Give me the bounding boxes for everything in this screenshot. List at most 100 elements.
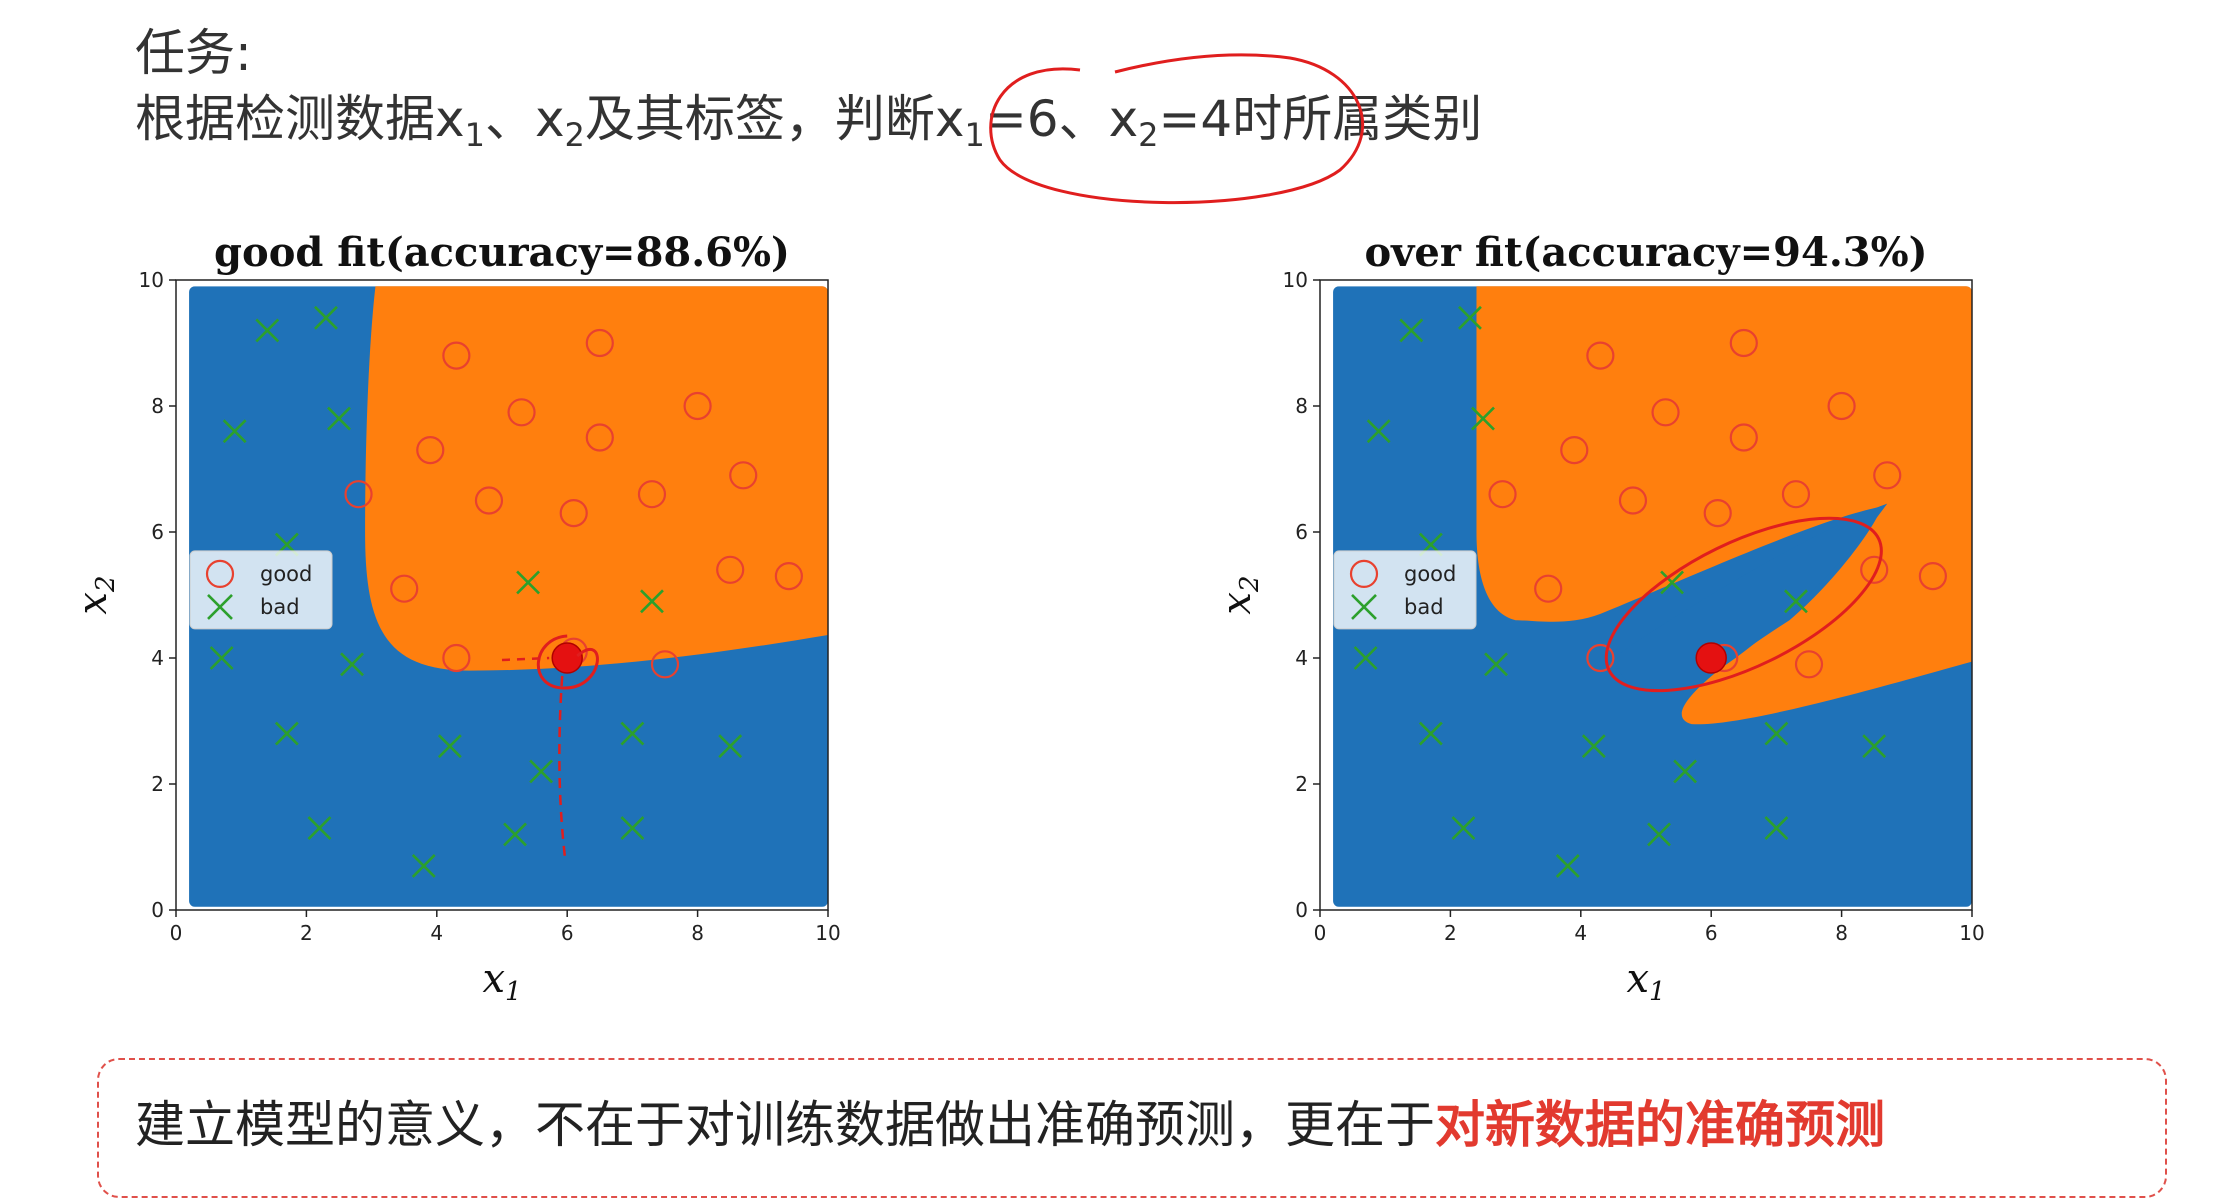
annotation-ellipse [1604, 516, 1883, 693]
good-point [1781, 480, 1811, 509]
y-tick-label: 6 [1295, 520, 1308, 544]
annotation-vertical-dash [558, 675, 567, 860]
legend-box [1333, 550, 1477, 630]
bad-point [255, 318, 280, 343]
y-tick-label: 2 [1295, 772, 1308, 796]
task-question: 根据检测数据x1、x2及其标签，判断x1=6、x2=4时所属类别 [135, 84, 1482, 170]
bad-point [1764, 721, 1789, 746]
good-point [507, 398, 536, 427]
x-tick-label: 6 [1705, 921, 1718, 945]
bad-point [620, 721, 645, 746]
x-tick-label: 10 [815, 921, 840, 945]
bad-point [1366, 419, 1391, 444]
legend-bad-marker [207, 593, 233, 620]
bad-point [1484, 652, 1508, 677]
good-point [1873, 461, 1902, 490]
bad-point [1784, 589, 1808, 614]
x-axis-label: x1 [482, 956, 521, 1007]
x-tick-label: 2 [1444, 921, 1457, 945]
x-axis-label: x1 [1626, 956, 1665, 1007]
task-text-end: =4时所属类别 [1158, 90, 1483, 148]
bad-point [620, 816, 645, 841]
good-point [1560, 436, 1589, 465]
legend-good-label: good [1404, 562, 1456, 586]
bad-point [1862, 734, 1887, 759]
task-text-sep: 、x [484, 90, 565, 148]
task-text-prefix: 根据检测数据x [135, 90, 465, 148]
y-tick-label: 10 [1283, 268, 1308, 292]
note-normal: 建立模型的意义，不在于对训练数据做出准确预测，更在于 [135, 1096, 1435, 1154]
y-tick-label: 4 [151, 646, 164, 670]
bad-point [1471, 406, 1495, 431]
legend-good-marker [205, 559, 235, 589]
query-point [1695, 642, 1727, 674]
chart-1: 0 2 4 6 8 10 0 2 4 6 8 10 good fit(accuracy=88.6%) x1… [70, 229, 841, 1007]
bad-point [437, 734, 462, 759]
bad-point [1647, 822, 1671, 847]
good-point [716, 555, 745, 584]
x-tick-label: 10 [1959, 921, 1984, 945]
x-tick-label: 2 [300, 921, 313, 945]
x-tick-label: 8 [691, 921, 704, 945]
charts-canvas: 0 2 4 6 8 10 0 2 4 6 8 10 good fit(accuracy=88.6%) x1… [70, 53, 1985, 1007]
note-highlight: 对新数据的准确预测 [1435, 1096, 1885, 1154]
good-point [1586, 643, 1615, 673]
bad-point [340, 652, 364, 677]
annotation-scribble [536, 634, 599, 690]
good-point [442, 643, 471, 673]
bad-point [1581, 734, 1606, 759]
good-point [442, 341, 471, 370]
good-point [1488, 480, 1517, 509]
y-tick-label: 6 [151, 520, 164, 544]
task-sub: 2 [564, 116, 585, 154]
good-point [1729, 328, 1758, 358]
y-axis-label: x2 [70, 575, 121, 614]
bad-point [1399, 318, 1424, 343]
bad-point [314, 305, 338, 330]
y-tick-label: 8 [151, 394, 164, 418]
bad-point [1764, 816, 1789, 841]
bad-point [1451, 816, 1476, 841]
chart-title: good fit(accuracy=88.6%) [214, 229, 790, 276]
good-point [344, 480, 373, 509]
good-point [1918, 561, 1947, 591]
task-sub: 1 [964, 116, 985, 154]
good-point [585, 328, 614, 358]
chart-2: 0 2 4 6 8 10 0 2 4 6 8 10 over fit(accuracy=94.3%) x1… [1214, 229, 1985, 1007]
note-text: 建立模型的意义，不在于对训练数据做出准确预测，更在于对新数据的准确预测 [135, 1085, 1885, 1157]
legend-good-marker [1349, 559, 1379, 589]
y-tick-label: 10 [139, 268, 164, 292]
axes-frame [1319, 279, 1973, 911]
bad-point [327, 406, 351, 431]
legend-box [189, 550, 333, 630]
x-tick-label: 6 [561, 921, 574, 945]
x-tick-label: 4 [430, 921, 443, 945]
good-point [585, 423, 614, 452]
task-text-middle: 及其标签，判断x [584, 90, 965, 148]
region-bad-pocket [1613, 503, 1888, 694]
y-tick-label: 0 [151, 898, 164, 922]
good-point [637, 480, 667, 509]
good-point [1860, 555, 1889, 584]
bad-point [1660, 570, 1684, 595]
legend-good-label: good [260, 562, 312, 586]
y-tick-label: 8 [1295, 394, 1308, 418]
legend-bad-marker [1351, 593, 1377, 620]
chart-title: over fit(accuracy=94.3%) [1364, 229, 1927, 276]
query-point [551, 642, 583, 674]
good-point [1794, 650, 1824, 679]
y-tick-label: 4 [1295, 646, 1308, 670]
good-point [1651, 398, 1680, 427]
good-point [1703, 498, 1732, 528]
decision-regions [1333, 286, 1973, 907]
x-tick-label: 0 [170, 921, 183, 945]
task-title: 任务: [135, 24, 252, 82]
good-point [683, 391, 712, 421]
y-axis-label: x2 [1214, 575, 1265, 614]
good-point [774, 561, 803, 591]
bad-point [307, 816, 332, 841]
region-good [365, 286, 829, 671]
bad-point [411, 853, 436, 878]
good-point [1618, 486, 1648, 515]
good-point [416, 436, 445, 465]
